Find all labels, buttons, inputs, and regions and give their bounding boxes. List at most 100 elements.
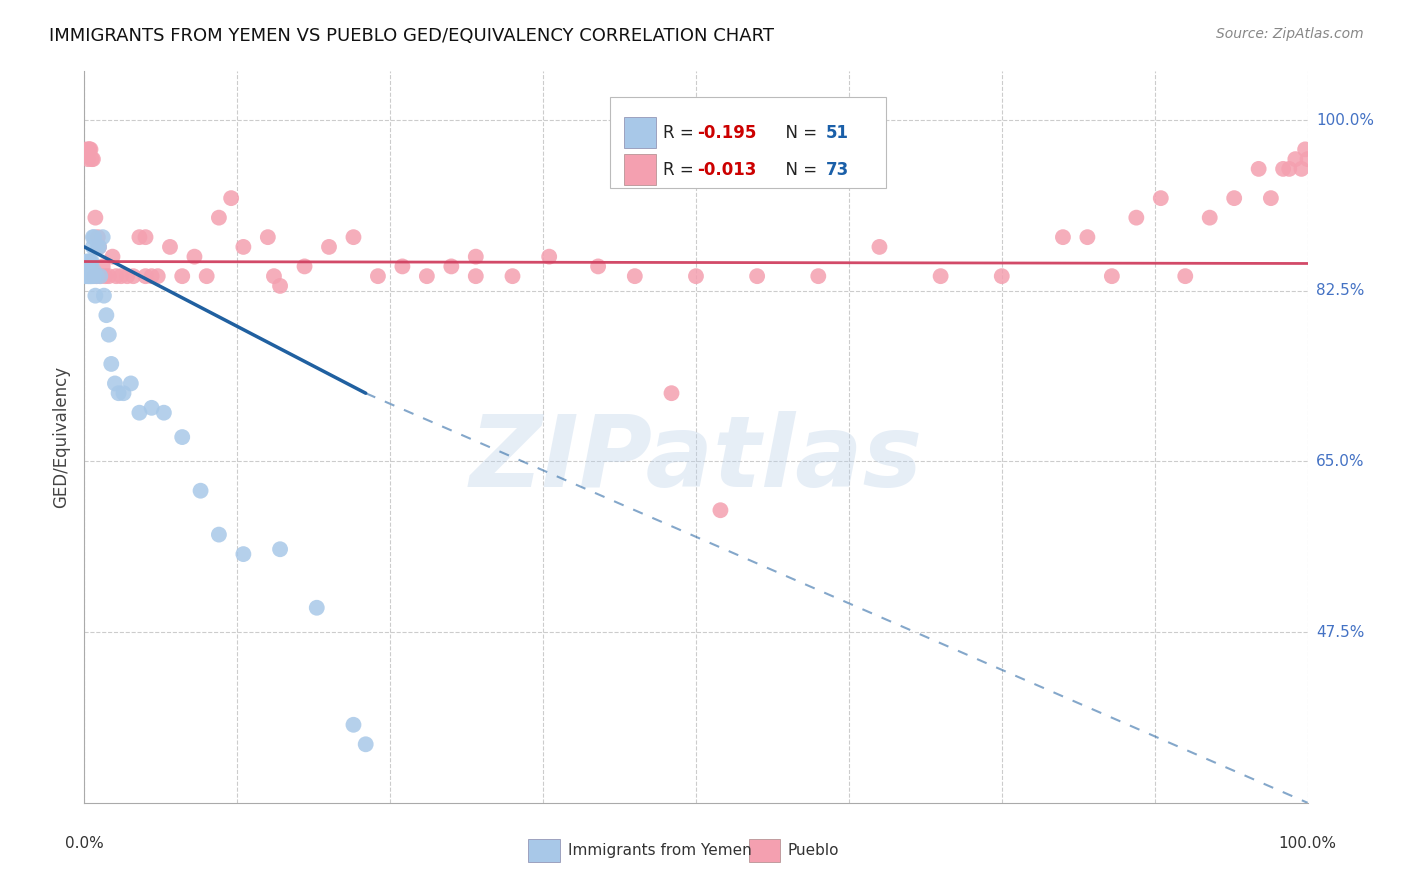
Point (1296, 152, 1319, 166)
FancyBboxPatch shape (610, 97, 886, 188)
Point (82, 230, 104, 244)
Point (94, 269, 117, 284)
Point (709, 503, 731, 517)
Text: R =: R = (664, 124, 699, 142)
Point (96, 308, 118, 322)
Point (305, 600, 328, 615)
Point (183, 250, 205, 264)
Text: R =: R = (664, 161, 699, 178)
Point (269, 542, 291, 557)
Point (1174, 269, 1197, 284)
Point (342, 230, 364, 244)
Point (77, 269, 100, 284)
Point (77, 269, 100, 284)
Text: -0.195: -0.195 (697, 124, 756, 142)
Point (1076, 230, 1098, 244)
Text: 0.0%: 0.0% (65, 836, 104, 851)
Point (1278, 161, 1301, 176)
Point (1247, 161, 1270, 176)
Point (747, 269, 769, 284)
Point (77, 269, 100, 284)
Text: 73: 73 (825, 161, 849, 178)
Point (128, 230, 150, 244)
Point (294, 260, 316, 274)
Point (661, 386, 683, 401)
Text: N =: N = (776, 124, 823, 142)
Point (82, 269, 104, 284)
Point (1291, 161, 1313, 176)
Point (219, 191, 242, 205)
Text: 47.5%: 47.5% (1316, 624, 1364, 640)
Point (82, 240, 104, 254)
Point (269, 279, 291, 293)
Point (391, 260, 413, 274)
Point (128, 406, 150, 420)
Point (367, 269, 389, 284)
Point (586, 260, 609, 274)
Point (263, 269, 285, 284)
Point (232, 240, 254, 254)
Point (135, 269, 157, 284)
Point (93, 288, 115, 302)
Point (208, 211, 231, 225)
Point (257, 230, 280, 244)
Point (76, 269, 98, 284)
Point (77, 264, 100, 278)
Point (104, 376, 127, 391)
Point (1223, 191, 1246, 205)
Point (115, 269, 138, 284)
FancyBboxPatch shape (748, 838, 780, 862)
Point (869, 240, 891, 254)
Point (624, 269, 647, 284)
Point (538, 250, 561, 264)
Point (105, 269, 128, 284)
Point (1272, 161, 1295, 176)
Point (100, 357, 122, 371)
Text: 51: 51 (825, 124, 849, 142)
Point (77, 142, 100, 156)
Point (1150, 191, 1173, 205)
Point (464, 250, 486, 264)
FancyBboxPatch shape (624, 154, 655, 185)
Point (112, 386, 135, 401)
Point (991, 269, 1014, 284)
Point (1101, 269, 1123, 284)
Point (87, 240, 110, 254)
Point (89, 269, 111, 284)
Point (75, 264, 97, 278)
Point (77, 269, 100, 284)
Point (79, 269, 101, 284)
Point (342, 718, 364, 732)
Point (318, 240, 340, 254)
Point (77, 254, 100, 268)
Point (77, 142, 100, 156)
Point (416, 269, 439, 284)
Point (80, 269, 103, 284)
Point (87, 240, 110, 254)
Text: 100.0%: 100.0% (1278, 836, 1337, 851)
Point (141, 269, 163, 284)
Point (1052, 230, 1074, 244)
Point (135, 230, 157, 244)
Point (87, 230, 110, 244)
Point (172, 430, 194, 444)
Point (76, 142, 98, 156)
Point (86, 269, 108, 284)
Point (89, 269, 111, 284)
FancyBboxPatch shape (529, 838, 560, 862)
Point (77, 254, 100, 268)
Point (190, 483, 212, 498)
Point (502, 269, 524, 284)
Point (91, 230, 114, 244)
Point (440, 260, 463, 274)
Point (84, 211, 107, 225)
Point (84, 288, 107, 302)
Point (101, 250, 124, 264)
Text: -0.013: -0.013 (697, 161, 756, 178)
Point (153, 406, 176, 420)
Text: 100.0%: 100.0% (1316, 112, 1374, 128)
Text: ZIPatlas: ZIPatlas (470, 410, 922, 508)
Point (80, 152, 103, 166)
Point (195, 269, 218, 284)
FancyBboxPatch shape (624, 117, 655, 148)
